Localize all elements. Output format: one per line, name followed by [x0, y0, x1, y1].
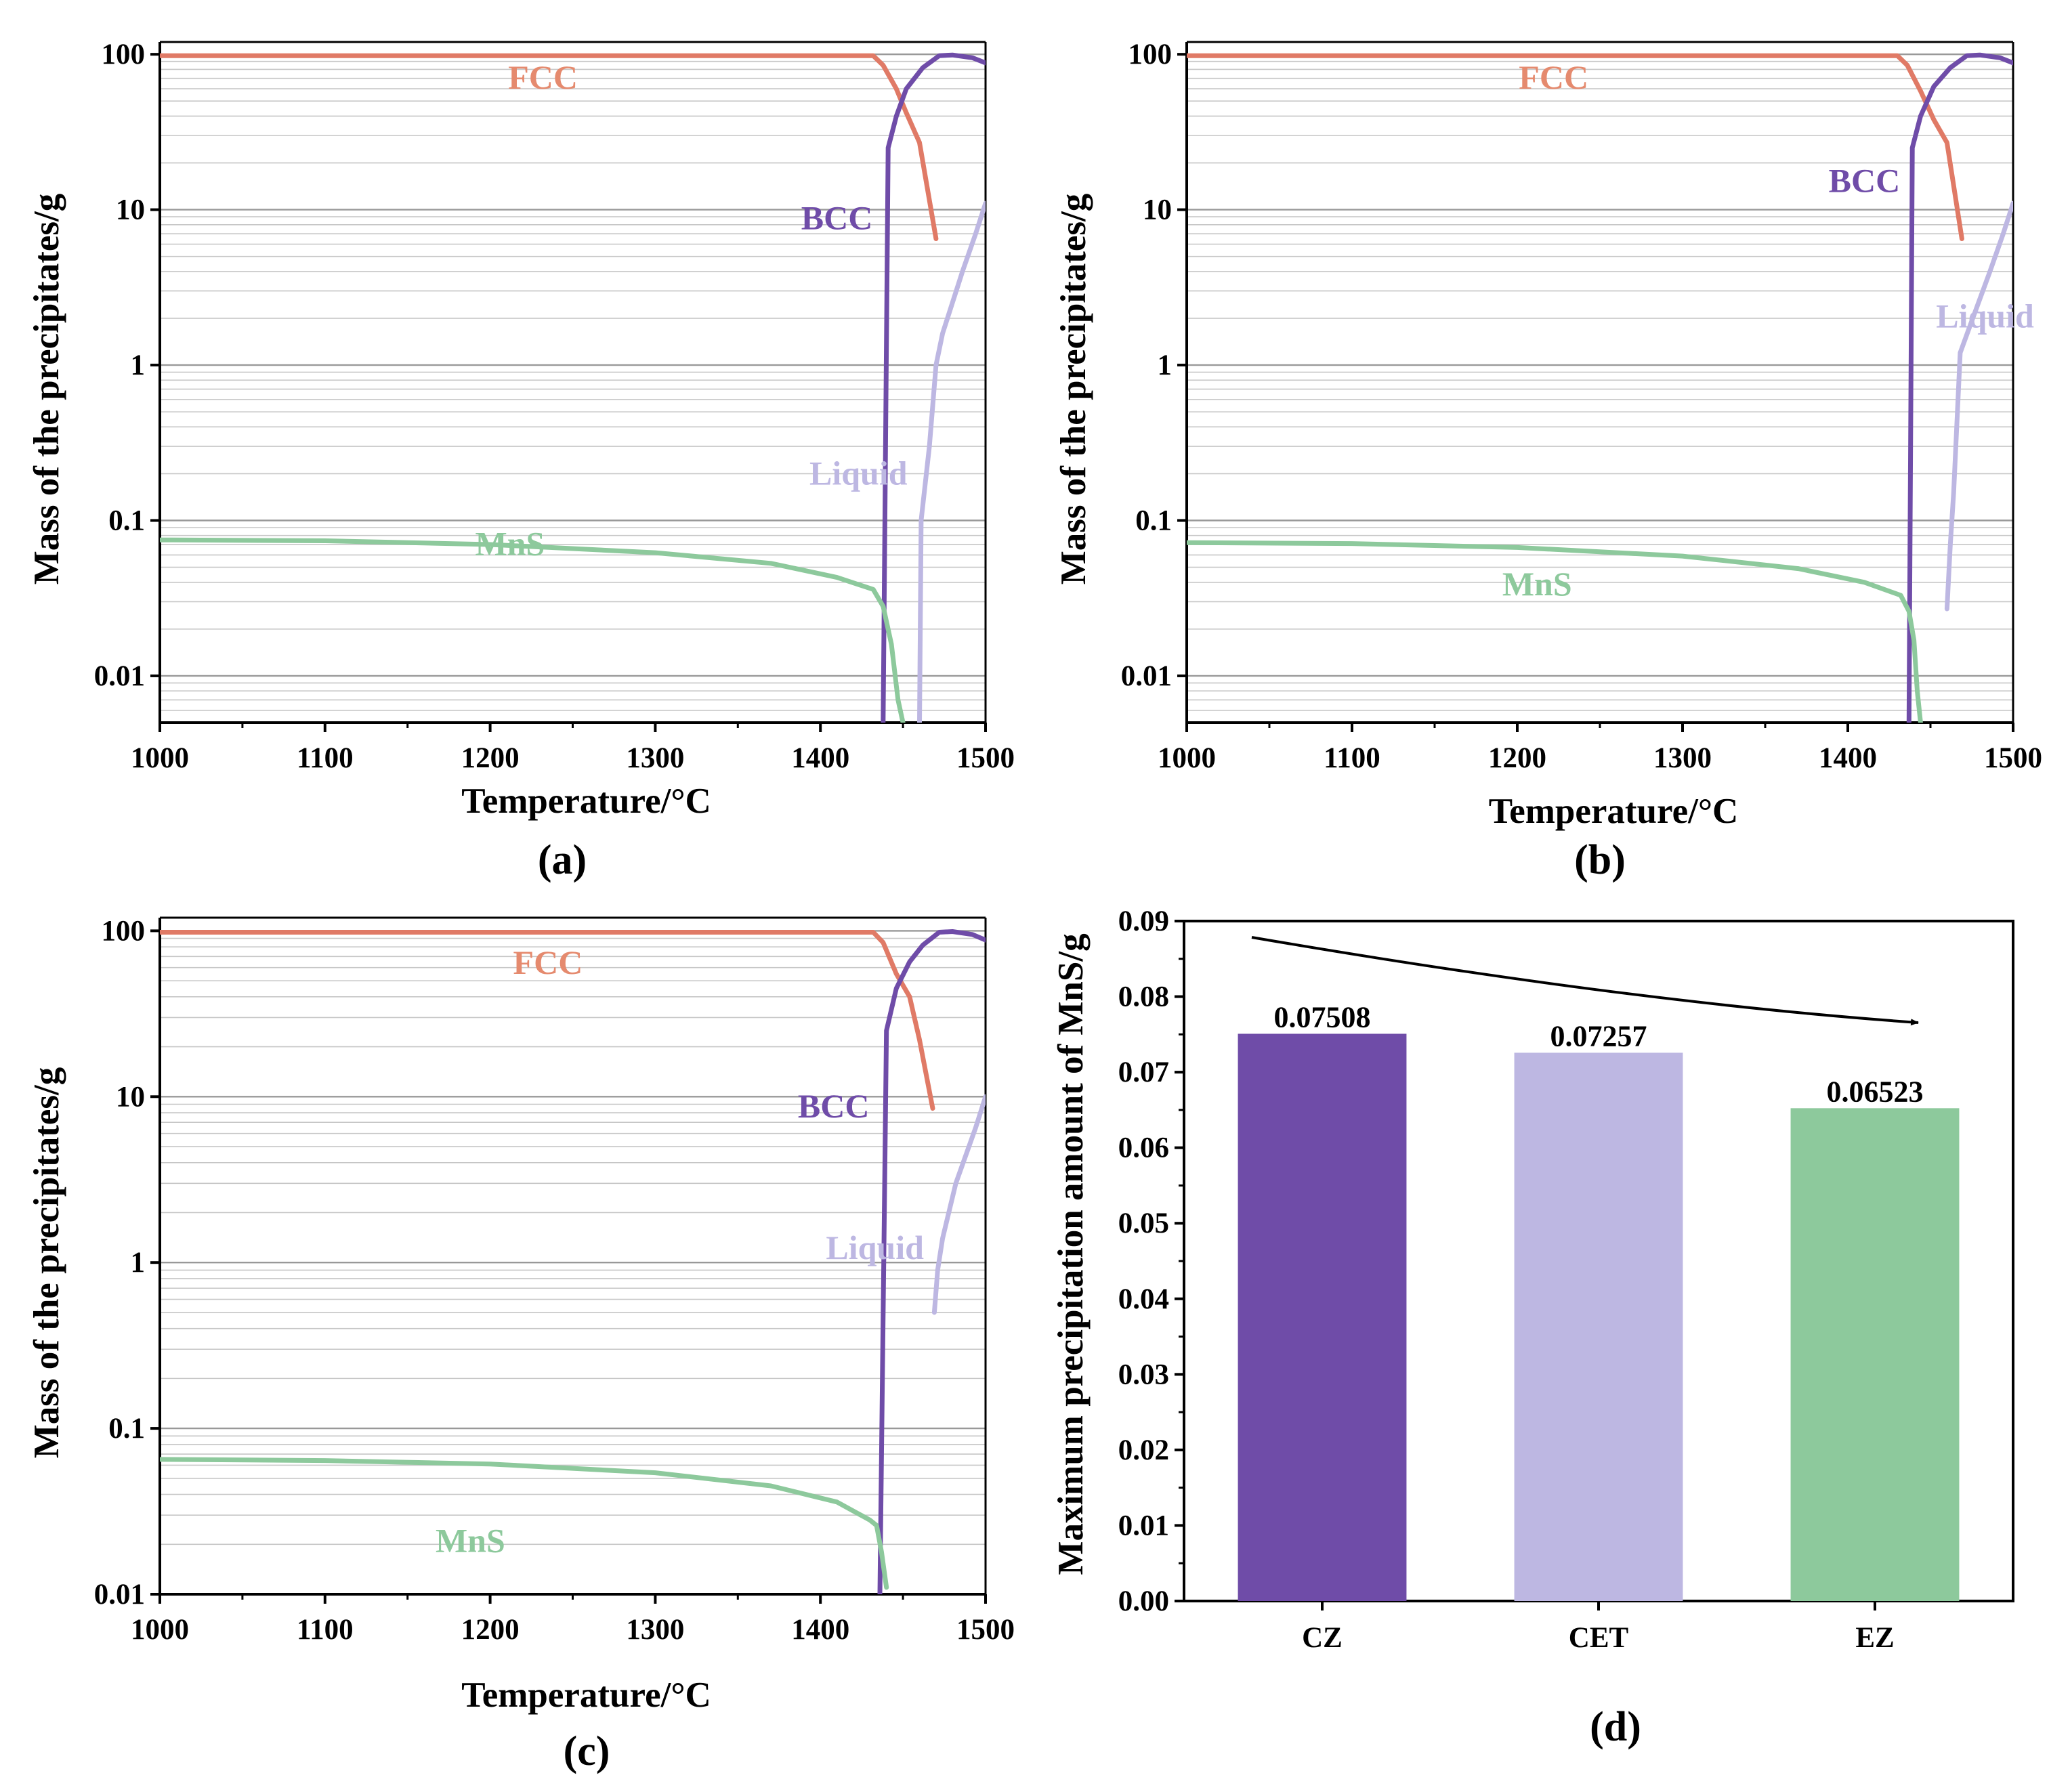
x-tick-label: 1200 [461, 742, 520, 774]
y-tick-label: 0.03 [1118, 1359, 1169, 1390]
y-tick-label: 0.1 [108, 505, 145, 536]
series-line-fcc [1187, 53, 1964, 241]
bar-value-label: 0.07257 [1550, 1019, 1647, 1052]
x-tick-label: 1000 [131, 742, 189, 774]
x-tick-label: 1500 [1984, 742, 2042, 774]
x-tick-label: EZ [1855, 1622, 1894, 1654]
y-tick-label: 100 [1128, 39, 1173, 70]
series-line-mns [160, 1457, 889, 1590]
x-axis-title: Temperature/°C [461, 782, 711, 821]
x-axis-title: Temperature/°C [1489, 792, 1739, 831]
series-label-mns: MnS [475, 524, 545, 562]
y-tick-label: 1 [131, 1247, 146, 1279]
x-tick-label: 1400 [791, 1614, 849, 1646]
y-tick-label: 100 [102, 39, 146, 70]
series-line-bcc [877, 929, 986, 1594]
y-tick-label: 0.1 [1135, 505, 1172, 536]
x-tick-label: 1500 [956, 742, 1015, 774]
y-tick-label: 0.08 [1118, 981, 1169, 1013]
series-label-fcc: FCC [513, 943, 583, 981]
bar-value-label: 0.06523 [1827, 1075, 1924, 1108]
series-line-bcc [881, 52, 986, 723]
y-tick-label: 10 [116, 194, 145, 226]
x-tick-label: 1000 [1158, 742, 1216, 774]
series-label-fcc: FCC [508, 58, 578, 96]
x-tick-label: 1000 [131, 1614, 189, 1646]
y-tick-label: 0.09 [1118, 905, 1169, 937]
panel-label: (a) [538, 837, 587, 883]
bar-ez [1790, 1108, 1960, 1601]
series-line-liquid [1944, 200, 2013, 612]
series-label-liquid: Liquid [1936, 297, 2034, 335]
y-tick-label: 10 [1143, 194, 1172, 226]
series-line-liquid [917, 200, 986, 723]
series-label-mns: MnS [1502, 565, 1572, 603]
x-tick-label: 1300 [1653, 742, 1712, 774]
series-line-fcc [160, 930, 935, 1111]
y-tick-label: 0.05 [1118, 1208, 1169, 1239]
panel-label: (c) [564, 1728, 610, 1774]
y-tick-label: 100 [102, 915, 146, 947]
x-tick-label: 1200 [1488, 742, 1546, 774]
series-line-fcc [160, 53, 939, 241]
y-tick-label: 0.00 [1118, 1585, 1169, 1617]
y-tick-label: 0.02 [1118, 1434, 1169, 1466]
series-label-mns: MnS [436, 1521, 505, 1559]
series-line-mns [160, 537, 906, 723]
x-tick-label: 1400 [791, 742, 849, 774]
series-label-bcc: BCC [1829, 161, 1901, 199]
x-tick-label: 1100 [297, 742, 354, 774]
y-tick-label: 0.06 [1118, 1132, 1169, 1164]
series-group [160, 52, 986, 723]
series-group [160, 929, 986, 1594]
series-line-mns [1187, 540, 1923, 723]
chart-a: 1000 1100 1200 1300 1400 1500 0.01 0.1 1 10 100 FCC… [27, 39, 1015, 883]
y-tick-label: 0.04 [1118, 1283, 1169, 1315]
y-axis-title: Maximum precipitation amount of MnS/g [1051, 933, 1091, 1575]
panel-label: (d) [1590, 1704, 1641, 1750]
x-tick-label: 1500 [956, 1614, 1015, 1646]
series-label-fcc: FCC [1519, 58, 1588, 96]
series-label-bcc: BCC [801, 198, 873, 236]
series-label-liquid: Liquid [826, 1229, 924, 1266]
x-tick-label: CZ [1302, 1622, 1343, 1654]
y-tick-label: 0.01 [1118, 1510, 1169, 1541]
series-line-liquid [931, 1094, 986, 1315]
y-axis-title: Mass of the precipitates/g [1054, 194, 1093, 585]
series-label-liquid: Liquid [809, 454, 908, 492]
grid [1187, 53, 2013, 723]
x-tick-label: 1300 [626, 1614, 684, 1646]
y-tick-label: 0.01 [94, 660, 145, 692]
y-tick-label: 1 [1158, 349, 1173, 381]
y-tick-label: 0.07 [1118, 1057, 1169, 1088]
grid [160, 53, 986, 723]
y-tick-label: 0.1 [108, 1413, 145, 1445]
series-line-bcc [1906, 52, 2013, 723]
y-axis-title: Mass of the precipitates/g [27, 194, 66, 585]
chart-b: 1000 1100 1200 1300 1400 1500 0.01 0.1 1 10 100 FCC… [1054, 39, 2042, 883]
series-group [1187, 52, 2013, 723]
x-tick-label: 1100 [297, 1614, 354, 1646]
y-tick-label: 0.01 [1121, 660, 1172, 692]
chart-c: 1000 1100 1200 1300 1400 1500 0.01 0.1 1 10 100 FCC… [27, 915, 1015, 1774]
x-tick-label: 1400 [1819, 742, 1877, 774]
x-tick-label: CET [1569, 1622, 1629, 1654]
y-axis-title: Mass of the precipitates/g [27, 1067, 66, 1459]
chart-d: 0.00 0.01 0.02 0.03 0.04 0.05 0.06 0.07 0.08 0.09… [1051, 905, 2014, 1750]
y-tick-label: 10 [116, 1081, 145, 1113]
trend-arrow [1251, 936, 1919, 1026]
bar-cet [1514, 1052, 1683, 1601]
x-tick-label: 1300 [626, 742, 684, 774]
y-tick-label: 0.01 [94, 1579, 145, 1610]
x-tick-label: 1100 [1324, 742, 1380, 774]
bar-value-label: 0.07508 [1274, 1000, 1371, 1033]
bar-cz [1238, 1033, 1407, 1601]
panel-label: (b) [1574, 837, 1626, 883]
series-label-bcc: BCC [798, 1087, 870, 1125]
x-axis-title: Temperature/°C [461, 1676, 711, 1715]
y-tick-label: 1 [131, 349, 146, 381]
x-tick-label: 1200 [461, 1614, 520, 1646]
